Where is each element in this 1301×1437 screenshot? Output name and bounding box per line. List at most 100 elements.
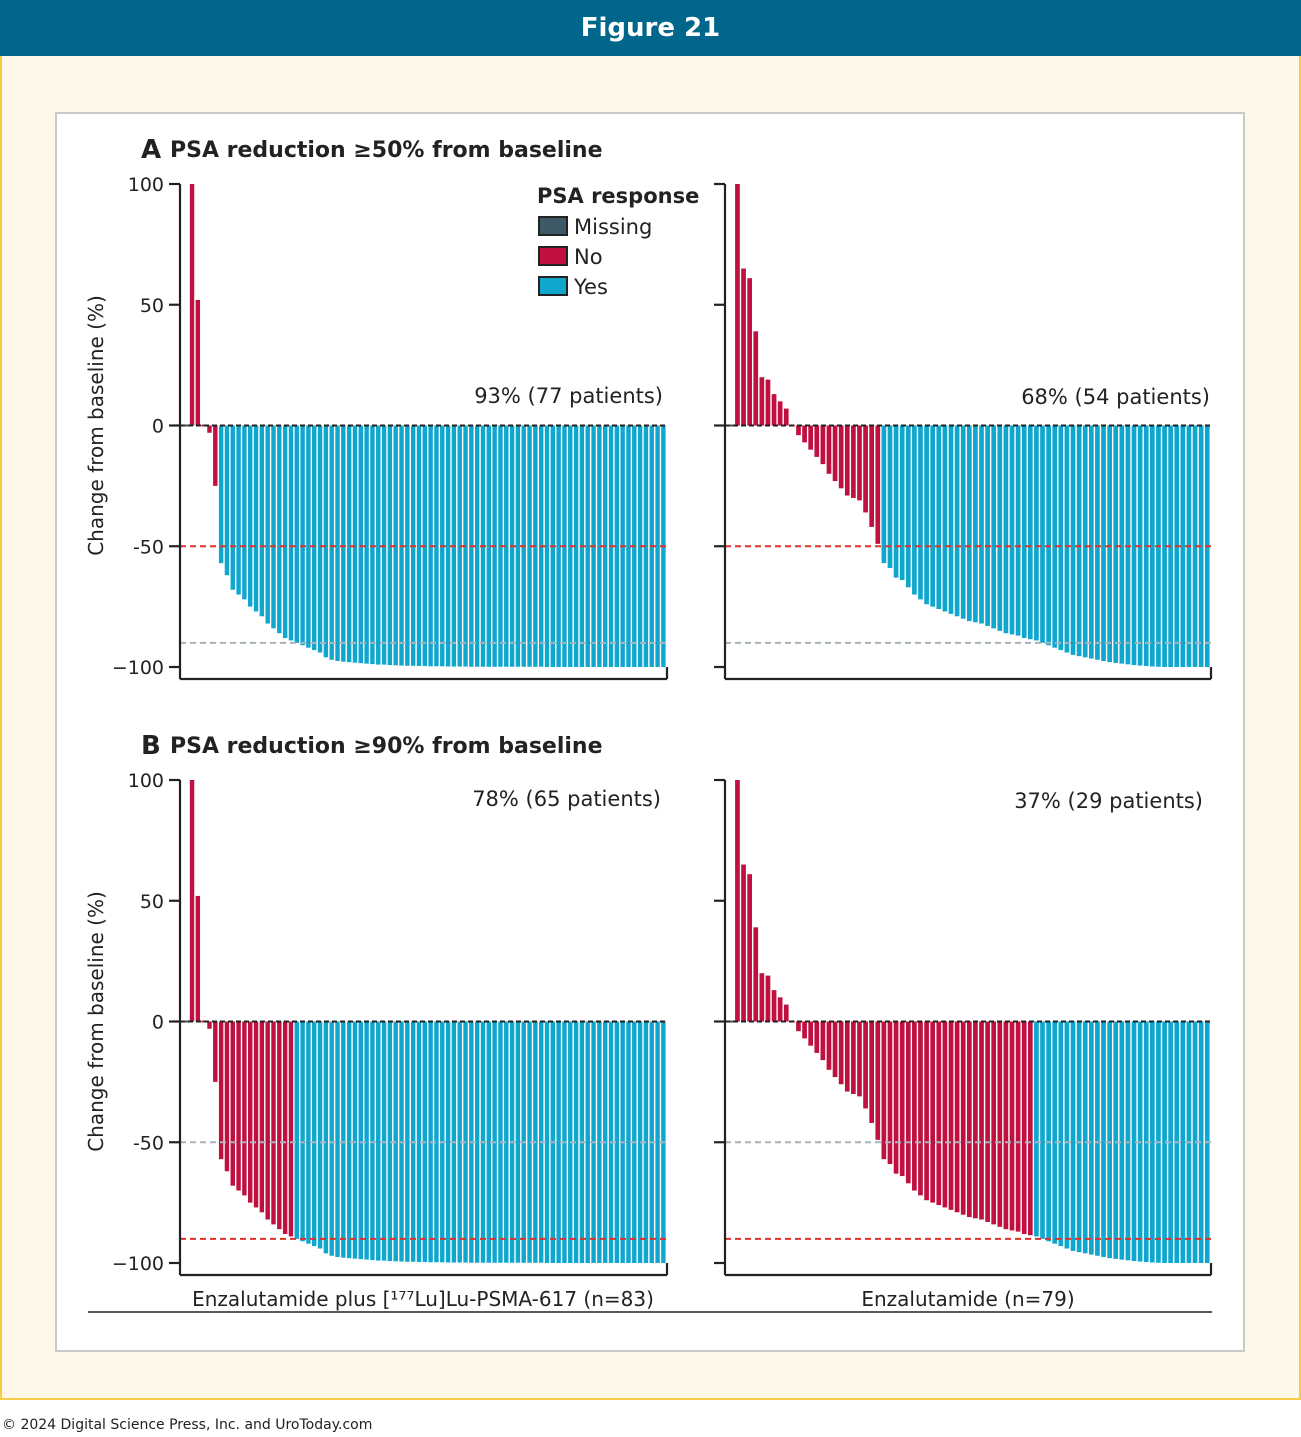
bar (387, 1021, 393, 1262)
bar (236, 1021, 241, 1191)
bar (364, 1021, 369, 1260)
bar (288, 425, 294, 641)
bar (844, 1021, 850, 1092)
bar (486, 425, 492, 667)
bar (991, 1021, 997, 1225)
bar (820, 425, 826, 465)
bar (195, 299, 201, 426)
bar (189, 184, 195, 426)
bar (1162, 1021, 1167, 1263)
bar (253, 425, 259, 612)
y-tick-label: −100 (112, 657, 164, 679)
bar (838, 425, 844, 489)
bar (306, 1021, 311, 1244)
bar (352, 1021, 358, 1259)
section-letter-b: B (141, 731, 161, 761)
bar (985, 425, 990, 626)
bar (1070, 425, 1076, 655)
bar (735, 184, 740, 426)
bar (1131, 1021, 1137, 1262)
bar (729, 1020, 734, 1023)
bar (346, 1021, 352, 1259)
bar (1101, 1021, 1106, 1257)
bar (771, 394, 777, 426)
bar (248, 425, 253, 607)
bar (248, 1021, 253, 1203)
bar (294, 1021, 299, 1239)
bar (966, 425, 972, 622)
bar (893, 1021, 899, 1174)
bar (416, 425, 422, 667)
bar (1003, 1021, 1009, 1230)
bar (1082, 425, 1088, 658)
bar (1070, 1021, 1076, 1251)
bar (294, 425, 299, 643)
bar (997, 1021, 1003, 1227)
bar (271, 425, 276, 629)
bar (948, 425, 954, 614)
bar (985, 1021, 990, 1222)
bar (271, 1021, 276, 1225)
bar (306, 425, 311, 648)
bar (434, 425, 439, 667)
bar (323, 425, 329, 658)
response-annotation: 37% (29 patients) (1014, 789, 1203, 813)
bar (887, 1021, 893, 1164)
chart-panel-a-lu-psma: 100 50 0 -50 −100 Change from baseline (%) 93%… (84, 174, 669, 681)
bar (597, 1021, 602, 1263)
bar (1064, 1021, 1070, 1249)
bar (942, 425, 948, 612)
bar (820, 1021, 826, 1061)
bar (352, 425, 358, 663)
bar (1082, 1021, 1088, 1254)
bar (376, 1021, 381, 1261)
bar (184, 424, 189, 427)
bar (1009, 425, 1015, 635)
bar (300, 425, 305, 646)
bar (527, 1021, 532, 1263)
bar (626, 425, 631, 667)
bar (277, 1021, 282, 1230)
bar (960, 425, 966, 619)
bar (796, 425, 801, 436)
copyright-footer: © 2024 Digital Science Press, Inc. and U… (2, 1417, 373, 1433)
legend-label-yes: Yes (573, 275, 608, 299)
bar (808, 425, 814, 450)
y-tick-label: 50 (140, 891, 164, 913)
bar (741, 864, 746, 1022)
bar (312, 1021, 317, 1247)
bar (184, 1020, 189, 1023)
bar (918, 1021, 923, 1196)
bar (224, 425, 230, 576)
bar (585, 1021, 590, 1263)
bar (265, 425, 270, 624)
bar (875, 1021, 881, 1140)
bar (445, 425, 451, 667)
response-annotation: 68% (54 patients) (1021, 385, 1210, 409)
bar (218, 1021, 224, 1160)
bar (224, 1021, 230, 1172)
bar (905, 1021, 911, 1184)
section-letter-a: A (141, 135, 161, 165)
bar (213, 425, 218, 486)
bar (930, 425, 936, 607)
bar (1119, 1021, 1125, 1260)
bar (317, 1021, 323, 1249)
bar (544, 425, 550, 667)
bar (474, 1021, 480, 1263)
bar (979, 425, 984, 624)
bar (230, 425, 235, 590)
bar (1046, 425, 1051, 646)
bar (869, 1021, 875, 1123)
bar (1034, 1021, 1039, 1237)
bar (323, 1021, 329, 1254)
bar (253, 1021, 259, 1208)
bar (1076, 1021, 1082, 1253)
chart-panel-b-enzalutamide: 37% (29 patients) (714, 778, 1213, 1277)
bar (753, 331, 759, 426)
y-tick-label: 0 (152, 1012, 164, 1034)
bar (655, 1021, 660, 1263)
y-tick-label: 50 (140, 295, 164, 317)
bar (924, 1021, 929, 1201)
bar (1119, 425, 1125, 664)
